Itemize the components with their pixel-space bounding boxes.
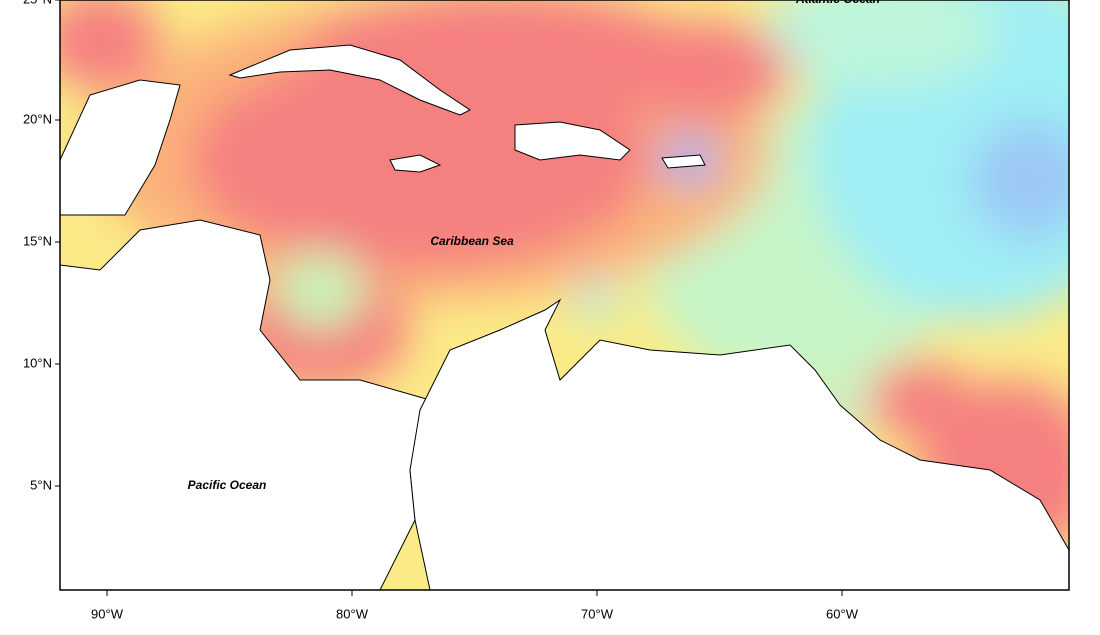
central-america bbox=[59, 219, 431, 591]
lat-tick-label: 25°N bbox=[23, 0, 52, 6]
lat-tick-label: 10°N bbox=[23, 355, 52, 370]
lat-tick-label: 15°N bbox=[23, 233, 52, 248]
puerto-rico bbox=[661, 154, 706, 169]
lat-tick-label: 5°N bbox=[30, 477, 52, 492]
map-frame bbox=[59, 0, 1070, 591]
ocean-label: Atlantic Ocean bbox=[795, 0, 880, 6]
lon-tick-label: 70°W bbox=[581, 606, 614, 621]
ocean-label: Pacific Ocean bbox=[188, 478, 267, 492]
lon-tick-label: 90°W bbox=[91, 606, 124, 621]
hispaniola bbox=[514, 121, 631, 161]
lon-tick-label: 60°W bbox=[826, 606, 859, 621]
yucatan bbox=[59, 79, 181, 216]
jamaica bbox=[389, 154, 442, 173]
lon-tick-label: 80°W bbox=[336, 606, 369, 621]
ocean-label: Caribbean Sea bbox=[430, 234, 514, 248]
cuba bbox=[228, 44, 471, 116]
land bbox=[59, 44, 1070, 591]
lat-tick-label: 20°N bbox=[23, 111, 52, 126]
